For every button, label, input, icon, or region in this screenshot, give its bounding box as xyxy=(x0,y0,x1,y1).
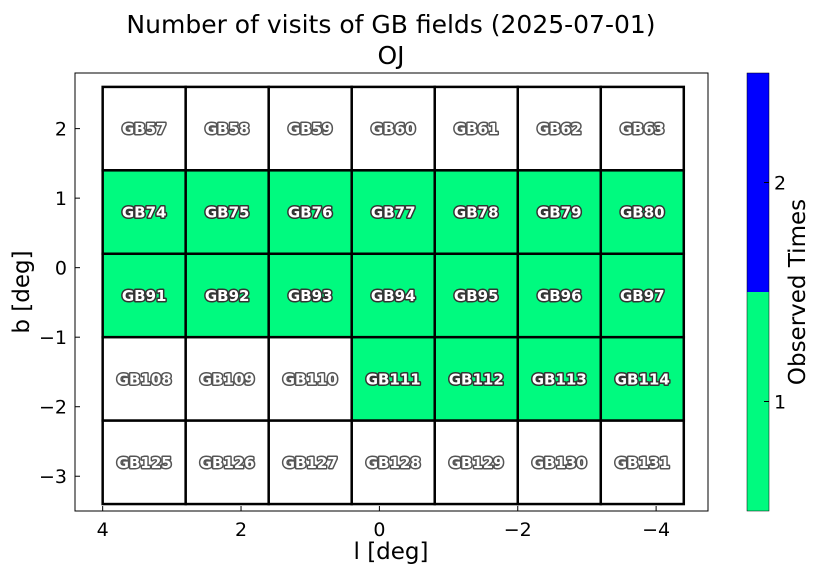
colorbar-label: Observed Times xyxy=(785,199,811,385)
field-cell-gb74 xyxy=(101,169,187,256)
field-label-gb129: GB129 xyxy=(449,454,504,472)
field-cell-gb63 xyxy=(599,85,686,172)
field-label-gb62: GB62 xyxy=(537,120,582,138)
field-label-gb63: GB63 xyxy=(620,120,665,138)
field-label-gb112: GB112 xyxy=(449,370,504,388)
field-label-gb78: GB78 xyxy=(454,204,499,222)
field-label-gb79: GB79 xyxy=(537,204,582,222)
field-label-gb93: GB93 xyxy=(288,287,333,305)
x-axis-ticks: 4 2 0 −2 −4 xyxy=(97,506,670,541)
field-label-gb60: GB60 xyxy=(371,120,416,138)
field-labels-layer: GB57 GB58 GB59 GB60 GB61 GB62 GB63 GB74 GB75 GB76… xyxy=(115,119,671,474)
y-tick-label: −2 xyxy=(39,397,67,419)
field-label-gb94: GB94 xyxy=(371,287,416,305)
field-cell-gb62 xyxy=(516,85,603,172)
field-cell-gb126 xyxy=(184,419,270,506)
field-label-gb58: GB58 xyxy=(205,120,250,138)
field-label-gb95: GB95 xyxy=(454,287,499,305)
colorbar: 12 xyxy=(746,72,786,512)
colorbar-segment-1 xyxy=(747,292,769,511)
field-label-gb76: GB76 xyxy=(288,204,333,222)
field-label-gb92: GB92 xyxy=(205,287,250,305)
field-cell-gb125 xyxy=(101,419,187,506)
field-label-gb111: GB111 xyxy=(366,370,421,388)
field-cell-gb60 xyxy=(350,85,436,172)
field-cell-gb113 xyxy=(516,335,603,422)
colorbar-frame xyxy=(746,72,770,512)
field-label-gb96: GB96 xyxy=(537,287,582,305)
field-cell-gb78 xyxy=(433,169,520,256)
chart-title: Number of visits of GB fields (2025-07-0… xyxy=(126,10,655,39)
x-tick-label: −2 xyxy=(504,519,532,541)
y-tick-label: 2 xyxy=(55,119,67,141)
y-axis-label: b [deg] xyxy=(9,250,35,333)
field-cell-gb92 xyxy=(184,252,270,339)
field-label-gb126: GB126 xyxy=(200,454,255,472)
field-label-gb131: GB131 xyxy=(615,454,670,472)
colorbar-tick-label: 1 xyxy=(774,392,786,414)
field-cell-gb93 xyxy=(267,252,353,339)
field-cell-gb128 xyxy=(350,419,436,506)
field-label-gb130: GB130 xyxy=(532,454,587,472)
y-tick-label: −1 xyxy=(39,327,67,349)
field-label-gb77: GB77 xyxy=(371,204,416,222)
field-label-gb108: GB108 xyxy=(117,370,172,388)
chart-subtitle: OJ xyxy=(377,41,404,70)
field-cell-gb109 xyxy=(184,335,270,422)
field-label-gb113: GB113 xyxy=(532,370,587,388)
plot-area-frame xyxy=(74,72,709,512)
y-axis-ticks: −3 −2 −1 0 1 2 xyxy=(39,119,80,488)
field-label-gb114: GB114 xyxy=(615,370,670,388)
field-label-gb110: GB110 xyxy=(283,370,338,388)
field-label-gb61: GB61 xyxy=(454,120,499,138)
x-tick-label: −4 xyxy=(642,519,670,541)
field-label-gb128: GB128 xyxy=(366,454,421,472)
field-label-gb97: GB97 xyxy=(620,287,665,305)
field-cell-gb80 xyxy=(599,169,686,256)
x-tick-label: 0 xyxy=(373,519,385,541)
field-label-gb75: GB75 xyxy=(205,204,250,222)
field-label-gb125: GB125 xyxy=(117,454,172,472)
x-tick-label: 2 xyxy=(235,519,247,541)
field-cell-gb112 xyxy=(433,335,520,422)
field-label-gb57: GB57 xyxy=(122,120,167,138)
field-cell-gb127 xyxy=(267,419,353,506)
colorbar-tick-label: 2 xyxy=(774,173,786,195)
field-label-gb109: GB109 xyxy=(200,370,255,388)
field-label-gb91: GB91 xyxy=(122,287,167,305)
field-cell-gb96 xyxy=(516,252,603,339)
field-cell-gb77 xyxy=(350,169,436,256)
field-label-gb74: GB74 xyxy=(122,204,167,222)
y-tick-label: −3 xyxy=(39,466,67,488)
field-cell-gb131 xyxy=(599,419,686,506)
y-tick-label: 0 xyxy=(55,258,67,280)
field-cells-layer xyxy=(101,85,686,506)
colorbar-segment-2 xyxy=(747,73,769,292)
x-tick-label: 4 xyxy=(97,519,109,541)
field-cell-gb108 xyxy=(101,335,187,422)
field-cell-gb75 xyxy=(184,169,270,256)
y-tick-label: 1 xyxy=(55,188,67,210)
field-cell-gb91 xyxy=(101,252,187,339)
field-label-gb80: GB80 xyxy=(620,204,665,222)
field-label-gb127: GB127 xyxy=(283,454,338,472)
field-label-gb59: GB59 xyxy=(288,120,333,138)
x-axis-label: l [deg] xyxy=(354,539,429,565)
